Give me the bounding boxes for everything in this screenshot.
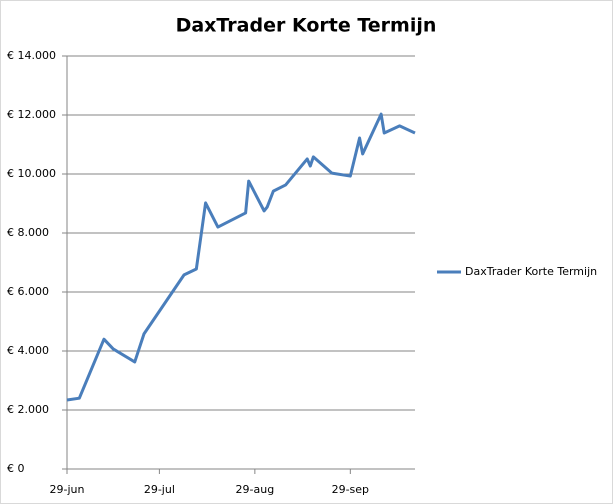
- y-tick-label: € 14.000: [7, 49, 56, 62]
- data-line: [66, 112, 416, 402]
- x-tick-label: 29-sep: [332, 483, 369, 496]
- y-tick-label: € 0: [7, 462, 25, 475]
- y-tick-label: € 4.000: [7, 344, 49, 357]
- y-tick-label: € 8.000: [7, 226, 49, 239]
- y-tick-label: € 10.000: [7, 167, 56, 180]
- x-tick-label: 29-aug: [236, 483, 275, 496]
- y-tick-label: € 6.000: [7, 285, 49, 298]
- legend-label: DaxTrader Korte Termijn: [465, 265, 597, 278]
- chart-title: DaxTrader Korte Termijn: [176, 15, 437, 37]
- x-tick-label: 29-jul: [144, 483, 175, 496]
- y-tick-label: € 2.000: [7, 403, 49, 416]
- y-tick-label: € 12.000: [7, 108, 56, 121]
- x-tick-label: 29-jun: [50, 483, 85, 496]
